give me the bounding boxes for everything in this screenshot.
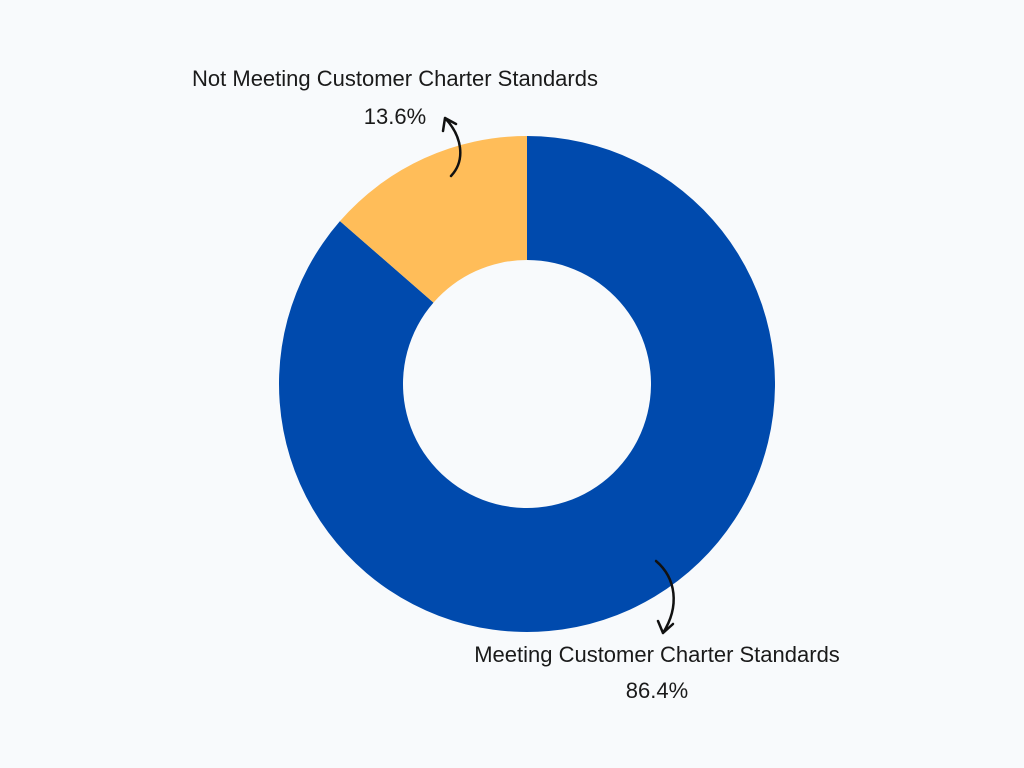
not-meeting-value-label: 13.6%	[364, 104, 426, 129]
meeting-value-label: 86.4%	[626, 678, 688, 703]
donut-slices	[279, 136, 775, 632]
meeting-label: Meeting Customer Charter Standards	[474, 642, 840, 667]
not-meeting-label: Not Meeting Customer Charter Standards	[192, 66, 598, 91]
